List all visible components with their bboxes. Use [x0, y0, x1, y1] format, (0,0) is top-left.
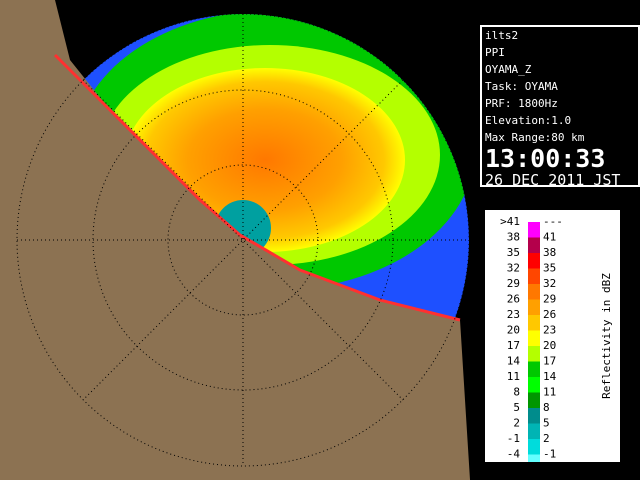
high-label: 11: [543, 386, 556, 399]
low-label: -1: [507, 432, 520, 445]
color-swatch: [528, 392, 540, 408]
low-label: 29: [507, 277, 520, 290]
scan-time: 13:00:33: [485, 144, 606, 173]
info-line: PPI: [485, 46, 505, 59]
color-swatch: [528, 439, 540, 455]
low-label: 17: [507, 339, 520, 352]
high-label: 32: [543, 277, 556, 290]
color-swatch: [528, 423, 540, 439]
low-label: 38: [507, 231, 520, 244]
info-line: ilts2: [485, 29, 519, 42]
info-line: PRF: 1800Hz: [485, 97, 558, 110]
low-label: 20: [507, 324, 520, 337]
color-swatch: [528, 237, 540, 253]
low-label: 11: [507, 370, 520, 383]
color-swatch: [528, 377, 540, 393]
low-label: 2: [513, 417, 520, 430]
low-label: 23: [507, 308, 520, 321]
high-label: 20: [543, 339, 556, 352]
color-swatch: [528, 299, 540, 315]
coastline: [53, 53, 461, 322]
high-label: 41: [543, 231, 556, 244]
land: [0, 0, 470, 480]
colorbar-title: Reflectivity in dBZ: [600, 273, 613, 399]
low-label: 26: [507, 293, 520, 306]
color-swatch: [528, 454, 540, 462]
color-swatch: [528, 330, 540, 346]
low-label: 32: [507, 262, 520, 275]
colorbar: Reflectivity in dBZ >41 --- 38 41 35 38 32 35 29…: [485, 210, 620, 462]
color-swatch: [528, 222, 540, 238]
color-swatch: [528, 361, 540, 377]
high-label: 14: [543, 370, 557, 383]
scan-date: 26 DEC 2011 JST: [485, 171, 621, 189]
color-swatch: [528, 315, 540, 331]
high-label: 5: [543, 417, 550, 430]
low-label: 35: [507, 246, 520, 259]
color-swatch: [528, 268, 540, 284]
low-label: 5: [513, 401, 520, 414]
low-label: >41: [500, 215, 520, 228]
high-label: 8: [543, 401, 550, 414]
range-rings: [16, 13, 470, 467]
high-label: 17: [543, 355, 556, 368]
high-label: 38: [543, 246, 556, 259]
info-line: Elevation:1.0: [485, 114, 572, 127]
color-swatch: [528, 253, 540, 269]
high-label: 35: [543, 262, 556, 275]
high-label: -1: [543, 448, 556, 461]
info-panel: ilts2 PPI OYAMA_Z Task: OYAMA PRF: 1800Hz Ele…: [480, 25, 640, 189]
high-label: ---: [543, 215, 563, 228]
low-label: 8: [513, 386, 520, 399]
low-label: -4: [507, 448, 521, 461]
radar-map: [0, 0, 470, 480]
color-swatch: [528, 408, 540, 424]
high-label: 2: [543, 432, 550, 445]
low-label: 14: [507, 355, 521, 368]
info-line: OYAMA_Z: [485, 63, 532, 76]
high-label: 23: [543, 324, 556, 337]
high-label: 29: [543, 293, 556, 306]
color-swatch: [528, 284, 540, 300]
info-line: Task: OYAMA: [485, 80, 558, 93]
color-swatch: [528, 346, 540, 362]
high-label: 26: [543, 308, 556, 321]
info-line: Max Range:80 km: [485, 131, 585, 144]
colorbar-background: [485, 210, 620, 462]
